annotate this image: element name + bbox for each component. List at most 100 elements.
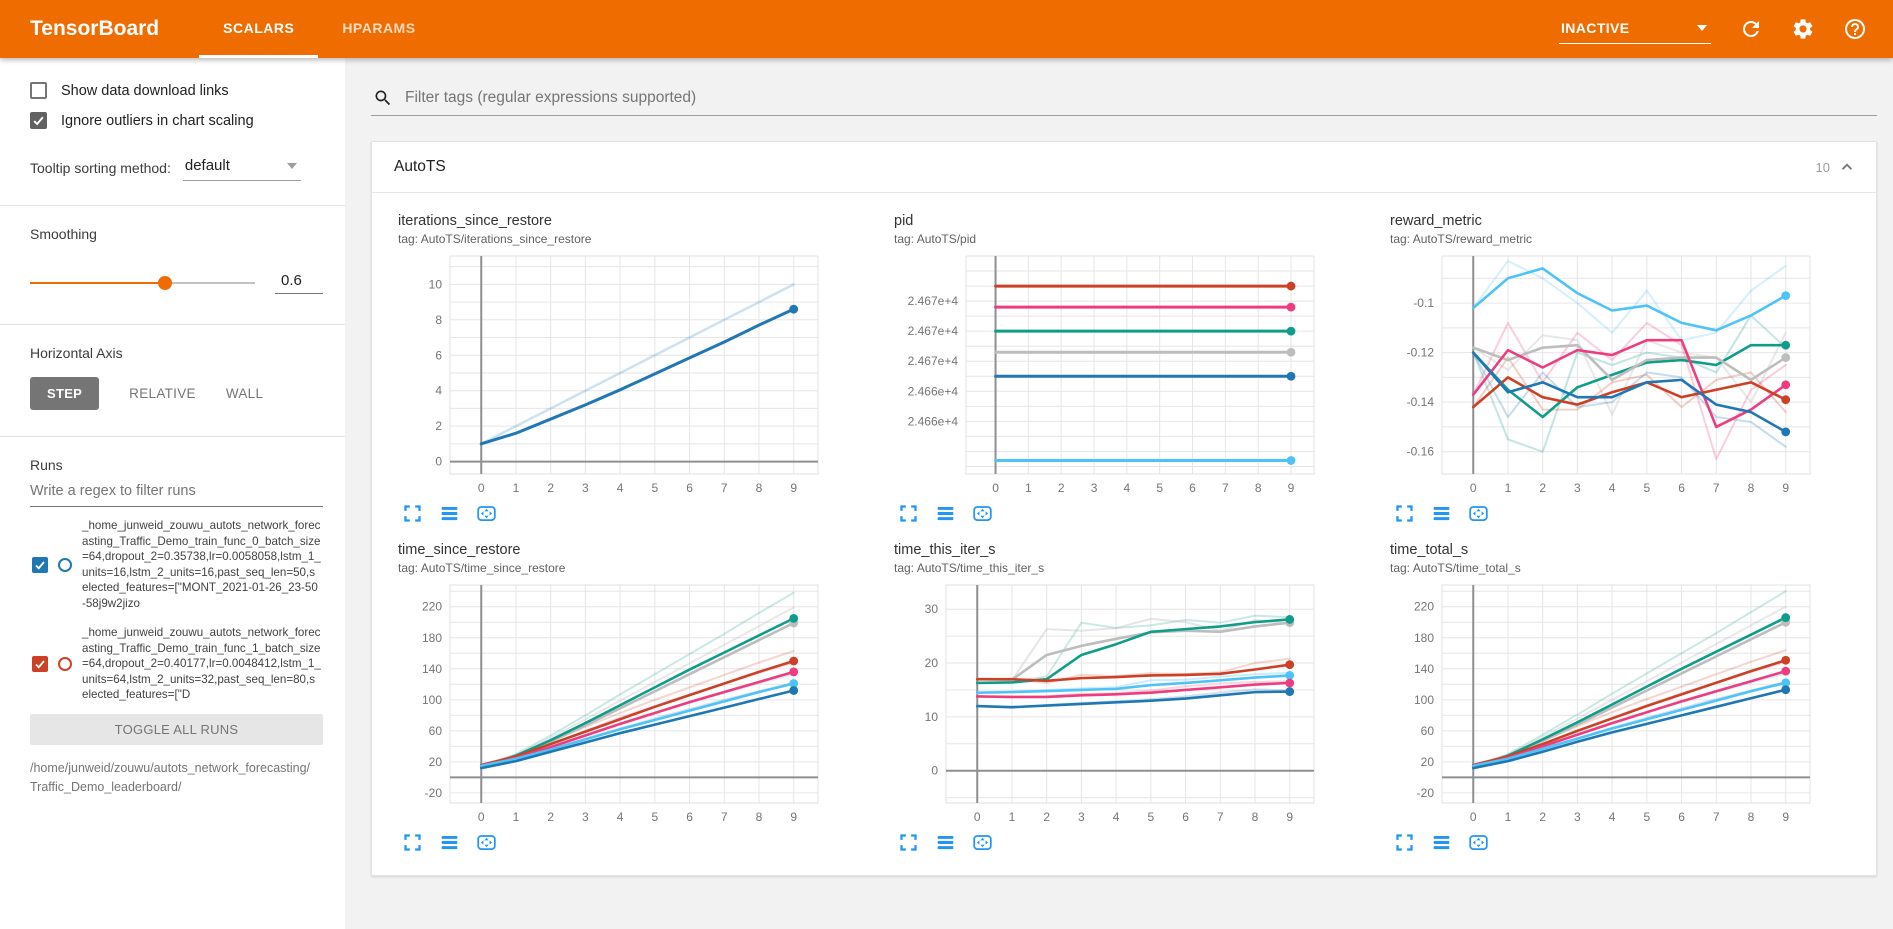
chart-canvas[interactable]: 30 20 10 0 0 1 2 3 4 5 6 7 8 9 <box>894 577 1324 829</box>
svg-text:7: 7 <box>1713 810 1720 824</box>
smoothing-slider[interactable] <box>30 276 255 290</box>
card-title: AutoTS <box>394 158 446 175</box>
svg-text:5: 5 <box>1643 810 1650 824</box>
app-header: TensorBoard SCALARS HPARAMS INACTIVE <box>0 0 1893 58</box>
fit-domain-icon[interactable] <box>972 832 993 853</box>
refresh-icon[interactable] <box>1739 17 1763 41</box>
svg-text:1: 1 <box>513 810 520 824</box>
svg-text:9: 9 <box>1286 810 1293 824</box>
tooltip-sorting-label: Tooltip sorting method: <box>30 160 171 176</box>
smoothing-value-input[interactable]: 0.6 <box>275 272 323 294</box>
axis-relative-button[interactable]: RELATIVE <box>129 386 196 401</box>
chart-canvas[interactable]: 220 180 140 100 60 20 -20 0 1 2 3 4 5 6 7 8 9 <box>398 577 828 829</box>
chart-tag: tag: AutoTS/time_since_restore <box>398 561 566 575</box>
tab-scalars[interactable]: SCALARS <box>199 0 319 58</box>
ignore-outliers-checkbox-row[interactable]: Ignore outliers in chart scaling <box>30 112 323 129</box>
svg-text:5: 5 <box>1156 481 1163 495</box>
svg-text:2.467e+4: 2.467e+4 <box>908 354 959 368</box>
tooltip-sorting-select[interactable]: default <box>182 155 301 181</box>
run-name: _home_junweid_zouwu_autots_network_forec… <box>82 626 321 702</box>
svg-text:6: 6 <box>1678 481 1685 495</box>
toggle-all-runs-button[interactable]: TOGGLE ALL RUNS <box>30 713 323 745</box>
fit-domain-icon[interactable] <box>1468 832 1489 853</box>
chart-canvas[interactable]: 0 2 4 6 8 10 0 1 2 3 4 5 6 7 8 9 <box>398 248 828 500</box>
fit-domain-icon[interactable] <box>476 503 497 524</box>
chart-tag: tag: AutoTS/iterations_since_restore <box>398 232 592 246</box>
runs-label: Runs <box>30 457 63 473</box>
fit-domain-icon[interactable] <box>476 832 497 853</box>
run-radio[interactable] <box>58 557 72 572</box>
chart-reward_metric: reward_metric tag: AutoTS/reward_metric -0… <box>1390 213 1850 524</box>
expand-chart-icon[interactable] <box>898 832 919 853</box>
svg-text:6: 6 <box>435 348 442 362</box>
svg-text:10: 10 <box>925 710 939 724</box>
axis-step-button[interactable]: STEP <box>30 377 100 410</box>
svg-text:3: 3 <box>1574 810 1581 824</box>
svg-text:0: 0 <box>478 810 485 824</box>
horizontal-axis-label: Horizontal Axis <box>30 345 123 361</box>
autots-card-header[interactable]: AutoTS 10 <box>372 142 1876 193</box>
svg-text:1: 1 <box>1025 481 1032 495</box>
expand-chart-icon[interactable] <box>1394 503 1415 524</box>
chevron-up-icon[interactable] <box>1838 158 1856 176</box>
svg-text:4: 4 <box>1609 810 1616 824</box>
chart-time_total_s: time_total_s tag: AutoTS/time_total_s 220 1… <box>1390 542 1850 853</box>
svg-text:6: 6 <box>1182 810 1189 824</box>
runs-selector-icon[interactable] <box>439 503 460 524</box>
svg-text:6: 6 <box>686 481 693 495</box>
slider-fill <box>30 282 165 284</box>
svg-text:7: 7 <box>1713 481 1720 495</box>
runs-selector-icon[interactable] <box>439 832 460 853</box>
chart-canvas[interactable]: 2.467e+4 2.467e+4 2.467e+4 2.466e+4 2.466e+4… <box>894 248 1324 500</box>
svg-text:4: 4 <box>617 810 624 824</box>
help-icon[interactable] <box>1843 17 1867 41</box>
svg-text:20: 20 <box>429 755 443 769</box>
svg-text:2.467e+4: 2.467e+4 <box>908 324 959 338</box>
fit-domain-icon[interactable] <box>1468 503 1489 524</box>
expand-chart-icon[interactable] <box>402 832 423 853</box>
svg-text:6: 6 <box>1189 481 1196 495</box>
chart-canvas[interactable]: -0.1 -0.12 -0.14 -0.16 0 1 2 3 4 5 6 7 8 9 <box>1390 248 1820 500</box>
chart-tag: tag: AutoTS/reward_metric <box>1390 232 1533 246</box>
runs-selector-icon[interactable] <box>1431 503 1452 524</box>
checkbox-label: Ignore outliers in chart scaling <box>61 112 254 129</box>
tab-hparams[interactable]: HPARAMS <box>342 19 416 36</box>
run-checkbox[interactable] <box>32 556 48 573</box>
run-radio[interactable] <box>58 657 72 672</box>
run-checkbox[interactable] <box>32 656 48 673</box>
svg-text:-0.12: -0.12 <box>1407 346 1435 360</box>
slider-thumb[interactable] <box>158 276 172 290</box>
expand-chart-icon[interactable] <box>1394 832 1415 853</box>
chart-canvas[interactable]: 220 180 140 100 60 20 -20 0 1 2 3 4 5 6 7 8 9 <box>1390 577 1820 829</box>
axis-wall-button[interactable]: WALL <box>225 386 264 401</box>
charts-grid: iterations_since_restore tag: AutoTS/iter… <box>372 193 1876 873</box>
svg-text:-20: -20 <box>425 786 443 800</box>
svg-text:1: 1 <box>1505 481 1512 495</box>
svg-text:-0.16: -0.16 <box>1407 445 1435 459</box>
runs-selector-icon[interactable] <box>1431 832 1452 853</box>
checkbox-label: Show data download links <box>61 82 229 99</box>
app-title: TensorBoard <box>30 17 160 40</box>
checkbox-checked[interactable] <box>30 112 47 129</box>
svg-text:3: 3 <box>582 481 589 495</box>
fit-domain-icon[interactable] <box>972 503 993 524</box>
svg-text:180: 180 <box>1414 631 1434 645</box>
svg-text:1: 1 <box>1009 810 1016 824</box>
reload-status-dropdown[interactable]: INACTIVE <box>1559 15 1711 44</box>
svg-text:5: 5 <box>1147 810 1154 824</box>
chevron-down-icon <box>1697 24 1707 31</box>
chart-title: iterations_since_restore <box>398 213 552 229</box>
svg-text:8: 8 <box>1748 481 1755 495</box>
svg-text:5: 5 <box>651 481 658 495</box>
svg-text:100: 100 <box>422 693 442 707</box>
runs-selector-icon[interactable] <box>935 503 956 524</box>
settings-gear-icon[interactable] <box>1791 17 1815 41</box>
expand-chart-icon[interactable] <box>898 503 919 524</box>
expand-chart-icon[interactable] <box>402 503 423 524</box>
show-download-links-checkbox-row[interactable]: Show data download links <box>30 82 323 99</box>
checkbox-unchecked[interactable] <box>30 82 47 99</box>
runs-selector-icon[interactable] <box>935 832 956 853</box>
tag-filter-input[interactable] <box>403 88 1877 108</box>
runs-filter-input[interactable] <box>30 473 323 507</box>
